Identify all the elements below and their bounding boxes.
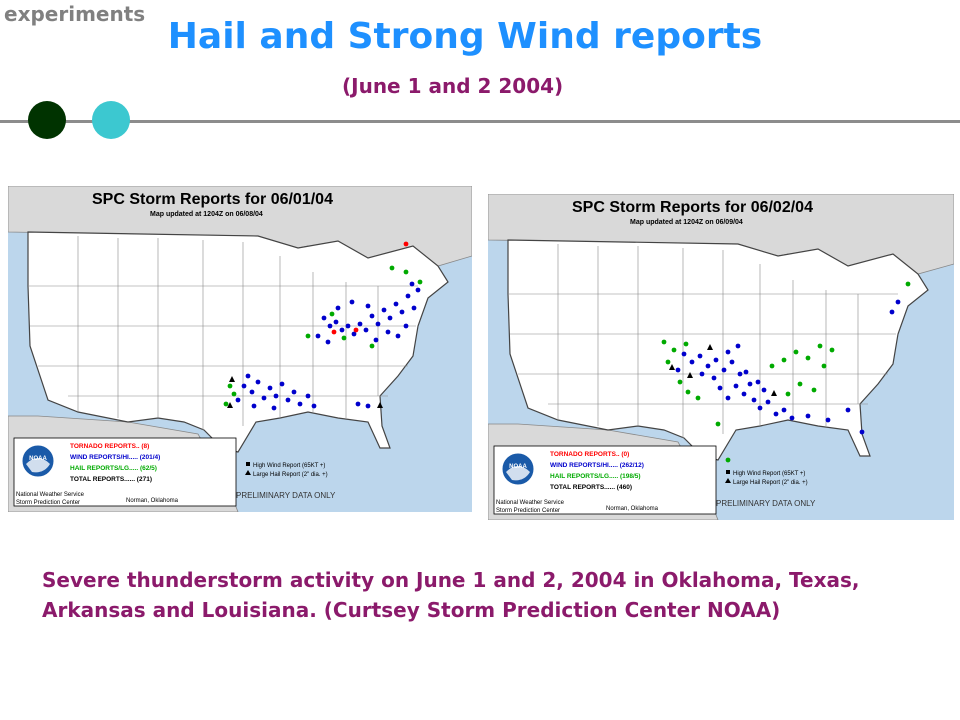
map-title: SPC Storm Reports for 06/01/04	[92, 191, 333, 208]
legend-total: TOTAL REPORTS...... (271)	[70, 476, 152, 483]
map-footer: PRELIMINARY DATA ONLY	[716, 499, 816, 508]
map-footer: PRELIMINARY DATA ONLY	[236, 491, 336, 500]
legend-high-wind: High Wind Report (65KT +)	[733, 471, 805, 477]
large-hail-markers	[669, 344, 777, 396]
legend-wind: WIND REPORTS/HI..... (201/4)	[70, 454, 160, 461]
legend-tornado: TORNADO REPORTS.. (0)	[550, 451, 629, 458]
legend-hail: HAIL REPORTS/LG..... (198/5)	[550, 473, 641, 480]
tornado-report-markers	[331, 241, 409, 335]
noaa-logo-label: NOAA	[509, 464, 527, 470]
legend-agency-1: National Weather Service	[496, 500, 565, 506]
slide-title: Hail and Strong Wind reports	[167, 16, 763, 57]
legend-total: TOTAL REPORTS...... (460)	[550, 484, 632, 491]
wind-report-markers	[235, 281, 421, 411]
divider-rule	[0, 120, 960, 123]
wind-report-markers	[675, 299, 901, 435]
legend-agency-2: Storm Prediction Center	[16, 500, 80, 506]
map-updated: Map updated at 1204Z on 06/09/04	[630, 219, 743, 226]
hail-report-markers	[223, 265, 423, 407]
noaa-logo-label: NOAA	[29, 456, 47, 462]
storm-report-map-june-2: SPC Storm Reports for 06/02/04 Map updat…	[488, 194, 954, 520]
corner-label: experiments	[4, 2, 146, 26]
legend-tornado: TORNADO REPORTS.. (8)	[70, 443, 149, 450]
legend-hail: HAIL REPORTS/LG..... (62/5)	[70, 465, 157, 472]
legend-location: Norman, Oklahoma	[126, 498, 179, 504]
large-hail-markers	[227, 376, 383, 408]
legend-large-hail: Large Hail Report (2" dia. +)	[733, 480, 808, 486]
legend-location: Norman, Oklahoma	[606, 506, 659, 512]
legend-agency-2: Storm Prediction Center	[496, 508, 560, 514]
slide-caption: Severe thunderstorm activity on June 1 a…	[42, 568, 860, 622]
dark-green-circle	[28, 101, 66, 139]
teal-circle	[92, 101, 130, 139]
map-title: SPC Storm Reports for 06/02/04	[572, 199, 813, 216]
legend-high-wind: High Wind Report (65KT +)	[253, 463, 325, 469]
hail-report-markers	[661, 281, 911, 463]
legend-agency-1: National Weather Service	[16, 492, 85, 498]
legend-wind: WIND REPORTS/HI..... (262/12)	[550, 462, 644, 469]
map-updated: Map updated at 1204Z on 06/08/04	[150, 211, 263, 218]
storm-report-map-june-1: SPC Storm Reports for 06/01/04 Map updat…	[8, 186, 472, 512]
slide-subtitle: (June 1 and 2 2004)	[342, 74, 564, 98]
legend-large-hail: Large Hail Report (2" dia. +)	[253, 472, 328, 478]
